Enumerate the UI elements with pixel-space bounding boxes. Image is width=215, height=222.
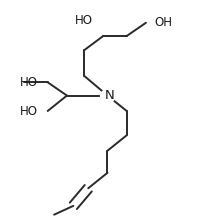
Text: HO: HO (20, 76, 38, 89)
Text: HO: HO (75, 14, 93, 27)
Text: HO: HO (20, 105, 38, 117)
Text: N: N (105, 89, 115, 102)
Text: OH: OH (155, 16, 172, 29)
